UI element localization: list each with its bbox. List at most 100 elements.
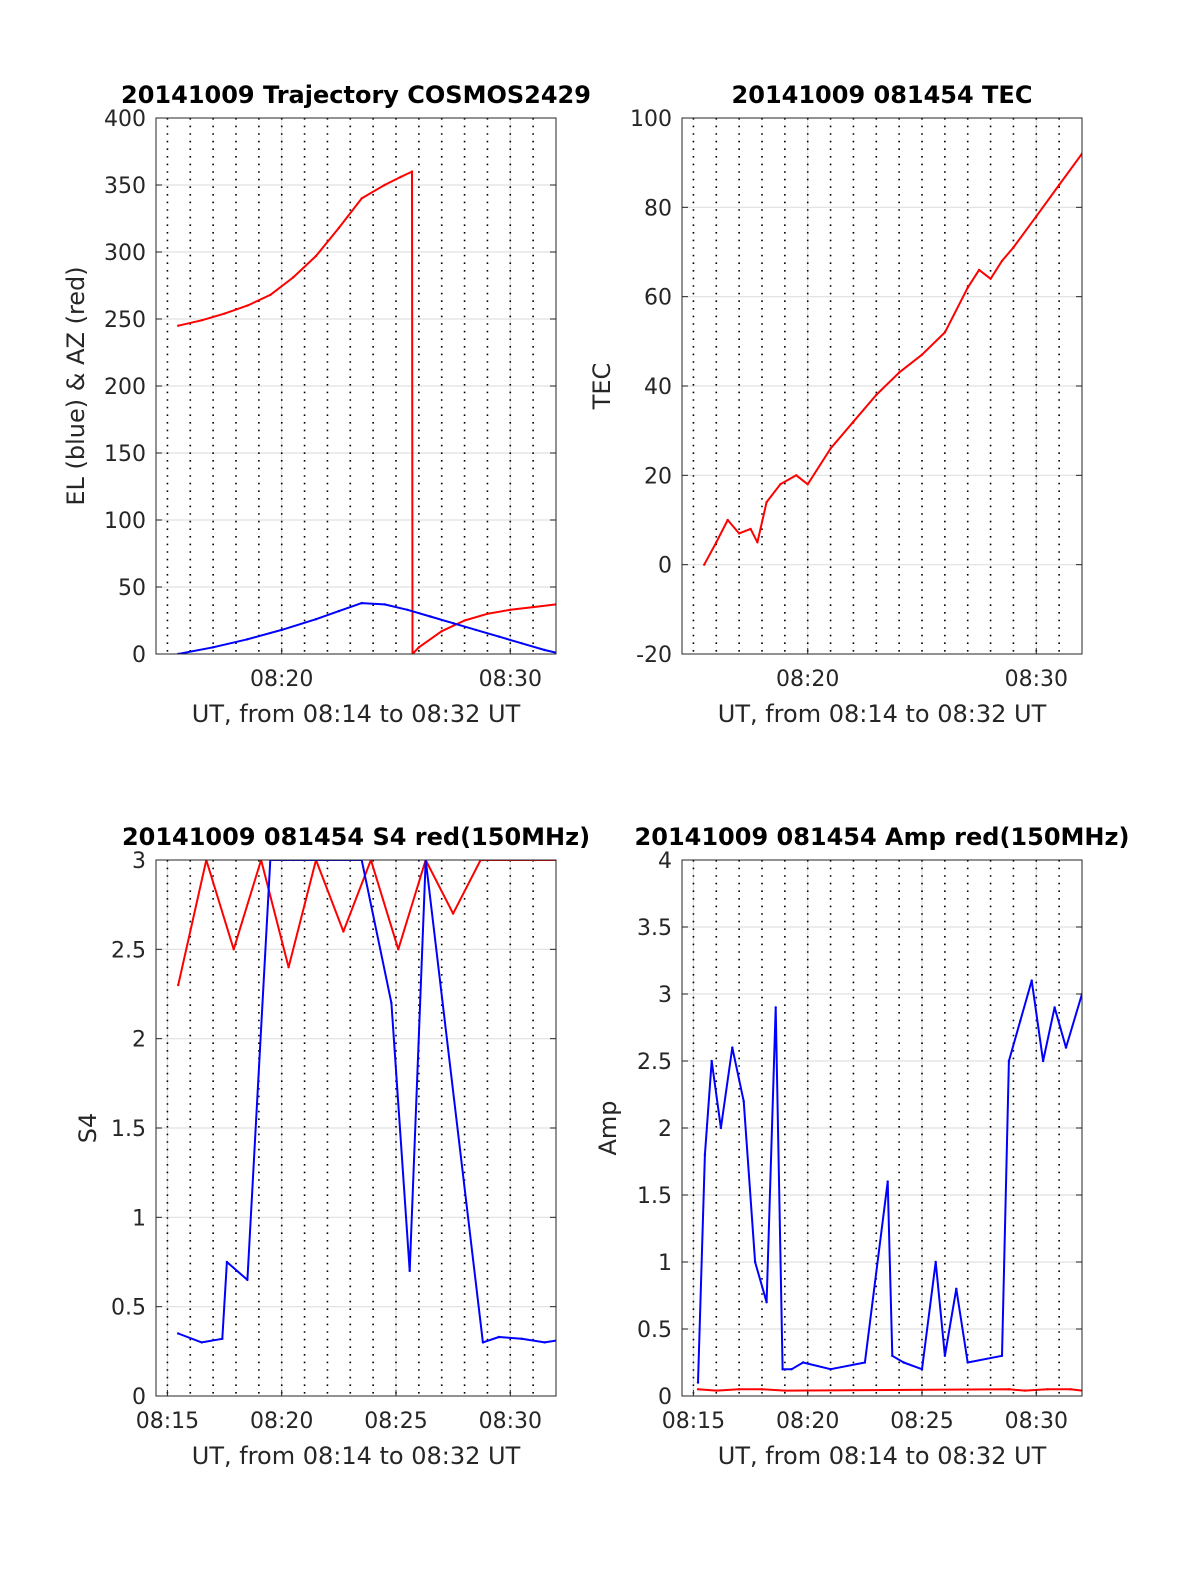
amp-data-point [966,1361,969,1364]
amp-x-tick-label: 08:30 [1005,1409,1068,1434]
tec-data-point [806,483,809,486]
s4-data-point [451,912,455,915]
s4-data-point [225,1260,229,1264]
amp-data-point [934,1260,937,1264]
trajectory-data-point [246,304,249,307]
trajectory-data-point [440,630,443,633]
trajectory-data-point [543,648,546,652]
amp-data-point [783,1389,787,1392]
trajectory-x-axis-label: UT, from 08:14 to 08:32 UT [192,700,521,728]
amp-data-point [1069,1388,1072,1391]
trajectory-y-tick-label: 350 [104,174,146,199]
s4-y-tick-label: 2.5 [111,938,146,963]
tec-data-point [1012,246,1015,249]
amp-data-point [1007,1388,1011,1391]
amp-data-point [1007,1059,1011,1063]
tec-y-axis-label: TEC [588,363,616,411]
amp-series-line [697,979,1082,1383]
amp-panel: 20141009 081454 Amp red(150MHz) UT, from… [594,823,1129,1470]
amp-y-tick-label: 2.5 [637,1050,672,1075]
amp-data-point [1041,1059,1045,1063]
tec-y-tick-label: 20 [644,464,672,489]
trajectory-data-point [509,608,512,611]
trajectory-y-tick-label: 100 [104,509,146,534]
tec-data-point [1000,259,1004,263]
trajectory-data-point [429,615,432,618]
tec-data-point [749,527,752,531]
tec-data-point [852,420,855,423]
tec-data-point [737,532,741,535]
amp-data-point [1019,1019,1022,1022]
amp-data-point [902,1361,905,1364]
amp-data-point [1030,979,1033,982]
amp-y-tick-label: 3.5 [637,916,672,941]
amp-data-point [703,1153,707,1157]
s4-x-tick-label: 08:30 [479,1409,542,1434]
amp-x-axis-label: UT, from 08:14 to 08:32 UT [718,1442,1047,1470]
trajectory-data-point [291,276,295,279]
s4-title: 20141009 081454 S4 red(150MHz) [122,823,590,851]
trajectory-x-tick-label: 08:20 [250,667,313,692]
trajectory-series-line [178,602,556,654]
amp-data-point [790,1368,793,1371]
trajectory-data-point [337,226,341,230]
amp-data-point [731,1046,734,1049]
trajectory-data-point [383,603,386,606]
s4-data-point [342,930,345,933]
trajectory-data-point [406,608,409,611]
amp-data-point [1023,1389,1027,1392]
tec-data-point [795,474,798,477]
tec-y-tick-label: -20 [636,643,672,668]
trajectory-series-line [177,170,556,654]
amp-data-point [760,1388,764,1391]
amp-x-tick-label: 08:20 [776,1409,839,1434]
tec-y-tick-label: 40 [644,375,672,400]
trajectory-data-point [410,170,414,173]
trajectory-data-point [337,609,341,613]
s4-data-point [408,1269,411,1273]
tec-panel: 20141009 081454 TEC UT, from 08:14 to 08… [588,81,1083,728]
tec-data-point [756,541,759,544]
s4-grid [156,860,556,1396]
trajectory-data-point [520,642,523,645]
s4-y-tick-label: 0.5 [111,1296,146,1321]
s4-data-point [221,1337,224,1341]
amp-y-tick-label: 1.5 [637,1184,672,1209]
s4-x-tick-label: 08:20 [250,1409,313,1434]
amp-y-tick-label: 0 [658,1385,672,1410]
amp-data-point [829,1368,832,1371]
trajectory-data-point [177,324,180,327]
tec-x-axis-label: UT, from 08:14 to 08:32 UT [718,700,1047,728]
s4-y-tick-label: 3 [132,849,146,874]
s4-data-point [520,1337,523,1341]
amp-data [696,979,1082,1392]
tec-data-point [703,563,706,566]
s4-data-point [177,1332,180,1335]
s4-data-point [397,948,400,951]
trajectory-data-point [383,183,386,187]
amp-data-point [955,1287,958,1291]
s4-data-point [543,1341,546,1344]
amp-data-point [774,1006,777,1009]
trajectory-data-point [314,618,318,621]
amp-title: 20141009 081454 Amp red(150MHz) [635,823,1130,851]
amp-data-point [1000,1354,1004,1358]
amp-data-point [801,1361,805,1364]
s4-data-point [287,966,290,969]
s4-data-point [200,1341,203,1344]
tec-data-point [715,541,718,544]
s4-x-tick-label: 08:15 [136,1409,199,1434]
amp-data-point [863,1361,867,1364]
amp-y-axis-label: Amp [594,1100,622,1155]
s4-data-point [390,1001,393,1005]
trajectory-data-point [200,319,203,322]
trajectory-data-point [486,612,489,615]
tec-data [703,152,1082,566]
tec-data-point [875,393,878,397]
trajectory-data-point [399,175,402,179]
s4-y-tick-label: 1.5 [111,1117,146,1142]
trajectory-data-point [360,601,363,605]
s4-y-tick-label: 2 [132,1028,146,1053]
tec-data-point [897,371,901,374]
